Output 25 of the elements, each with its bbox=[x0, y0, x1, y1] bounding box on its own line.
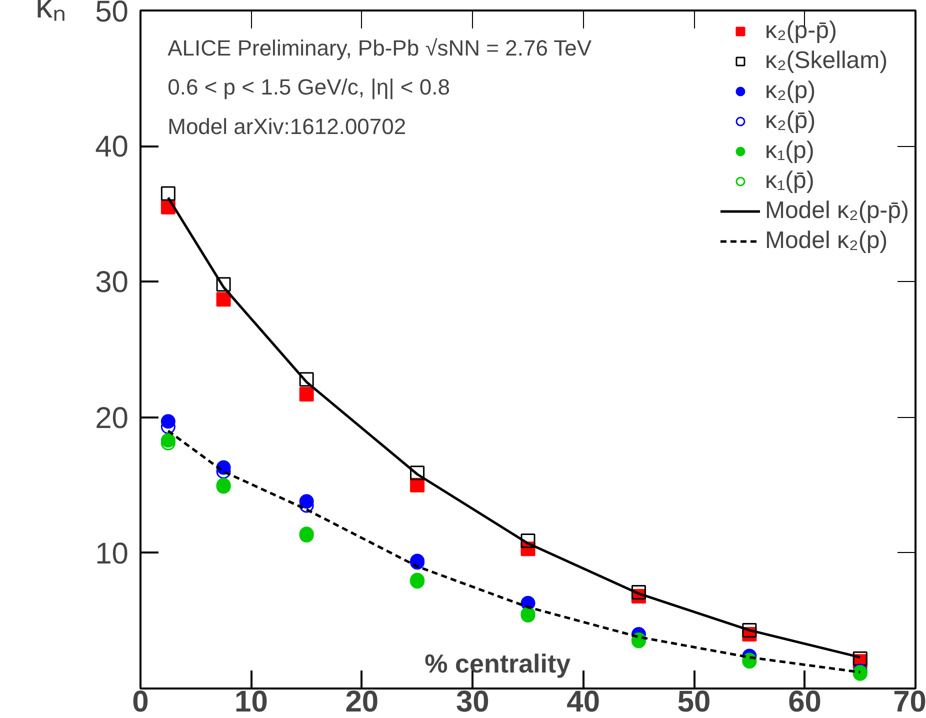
legend-label: κ₂(p-p̄) bbox=[764, 16, 837, 46]
x-tick-label: 60 bbox=[788, 686, 822, 718]
legend-label: κ₂(p̄) bbox=[764, 106, 816, 136]
legend-label: κ₂(p) bbox=[764, 76, 816, 106]
legend-label: κ₁(p) bbox=[764, 136, 814, 166]
y-tick-label: 10 bbox=[95, 537, 129, 570]
x-tick-label: 0 bbox=[132, 686, 149, 718]
annotation: 0.6 < p < 1.5 GeV/c, |η| < 0.8 bbox=[168, 74, 450, 100]
legend-label: Model κ₂(p) bbox=[764, 226, 888, 256]
legend-label: κ₁(p̄) bbox=[764, 166, 814, 196]
x-axis-title: % centrality bbox=[424, 648, 572, 678]
x-tick-label: 70 bbox=[893, 686, 926, 718]
y-tick-label: 30 bbox=[95, 266, 129, 300]
x-tick-label: 50 bbox=[677, 686, 711, 718]
x-tick-label: 30 bbox=[456, 686, 490, 718]
annotation: ALICE Preliminary, Pb-Pb √sNN = 2.76 TeV bbox=[168, 35, 592, 60]
x-tick-label: 40 bbox=[566, 686, 600, 718]
y-tick-label: 20 bbox=[95, 402, 129, 435]
y-tick-label: 40 bbox=[95, 130, 129, 164]
x-tick-label: 20 bbox=[345, 686, 379, 718]
legend-label: κ₂(Skellam) bbox=[764, 46, 888, 76]
legend-label: Model κ₂(p-p̄) bbox=[764, 196, 909, 226]
annotation: Model arXiv:1612.00702 bbox=[168, 114, 406, 139]
y-tick-label: 50 bbox=[95, 0, 129, 28]
x-tick-label: 10 bbox=[234, 686, 268, 718]
